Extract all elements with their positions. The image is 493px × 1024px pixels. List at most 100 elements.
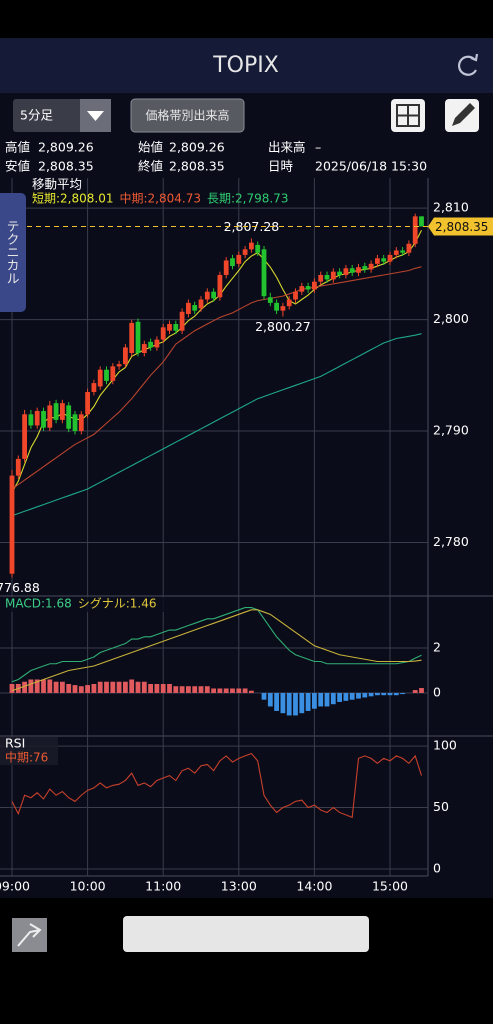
candle-body (97, 369, 103, 387)
y-tick-label: 2,790 (433, 423, 469, 438)
indicator-line (11, 607, 422, 683)
button-box (130, 98, 245, 133)
candle-body (167, 324, 172, 331)
candle-body (85, 392, 90, 415)
candle-body (148, 341, 153, 348)
candle-body (286, 299, 292, 307)
histogram-bar (211, 688, 216, 693)
histogram-bar (116, 681, 122, 693)
layout-button[interactable] (391, 99, 425, 132)
candle-body (362, 266, 368, 270)
candle-body (387, 254, 393, 262)
button-label: 価格帯別出来高 (145, 108, 229, 123)
candle-body (406, 243, 412, 253)
candle-body (349, 268, 355, 273)
chart-layer: 09:00 10:00 11:00 13:00 14:00 15:00 2,780 2,790… (0, 177, 493, 894)
candle-body (393, 250, 399, 255)
legend-entry: MACD:1.68 (5, 597, 72, 611)
candle-body (173, 324, 179, 331)
histogram-bar (123, 681, 128, 693)
info-grid: 高値 2,809.26 始値 2,809.26 出来高 – 安値 2,808.3… (5, 140, 427, 174)
candle-body (249, 242, 254, 250)
grid-icon (396, 104, 420, 127)
candle-body (53, 403, 59, 420)
histogram-bar (299, 692, 305, 714)
histogram-bar (343, 692, 349, 701)
histogram-bar (78, 686, 84, 693)
info-label: 終値 (138, 159, 163, 174)
y-tick-label: 2,800 (433, 311, 469, 326)
info-value: 2,808.35 (169, 159, 225, 174)
close-button[interactable]: 閉じる (123, 916, 369, 952)
back-button[interactable] (12, 918, 47, 952)
header-title: TOPIX (212, 53, 279, 78)
histogram-bar (236, 688, 242, 693)
histogram-bar (286, 692, 292, 716)
interval-dropdown[interactable]: 5分足 (13, 99, 111, 132)
draw-button[interactable] (445, 99, 479, 132)
volume-profile-button[interactable]: 価格帯別出来高 (130, 98, 245, 133)
candle-body (91, 383, 97, 393)
dropdown-arrow (87, 111, 104, 121)
histogram-bar (167, 683, 172, 693)
candle-body (104, 369, 109, 381)
tab-box (0, 193, 26, 312)
candle-body (236, 254, 242, 264)
candle-body (60, 403, 65, 420)
info-value: 2,809.26 (169, 140, 225, 155)
histogram-bar (129, 679, 135, 693)
candle-body (255, 244, 261, 253)
histogram-bar (9, 683, 15, 693)
candle-body (280, 306, 286, 311)
candle-body (41, 410, 46, 428)
icon-box (12, 918, 47, 952)
refresh-button[interactable] (457, 53, 479, 76)
tab-label: テクニカル (4, 220, 19, 285)
histogram-bar (141, 681, 147, 693)
legend-entry: 中期:2,804.73 (119, 191, 200, 206)
candle-body (330, 271, 336, 280)
y-tick-label: 2,780 (433, 534, 469, 549)
candle-body (299, 286, 305, 292)
histogram-bar (249, 690, 254, 693)
indicator-line (11, 609, 422, 692)
info-label: 安値 (5, 159, 30, 174)
y-tick-label: 50 (433, 799, 449, 814)
candle-body (217, 274, 223, 298)
price-annotation: 2,800.27 (255, 319, 311, 334)
histogram-bar (362, 692, 368, 698)
x-tick-label: 14:00 (296, 879, 332, 894)
price-annotation: 2,776.88 (0, 580, 40, 595)
chart-title: 移動平均 (32, 177, 82, 192)
candle-body (412, 216, 418, 244)
histogram-bar (198, 686, 204, 693)
histogram-bar (72, 685, 78, 693)
histogram-bar (356, 692, 361, 699)
candle-body (179, 311, 185, 331)
technical-tab[interactable]: テクニカル (0, 193, 26, 312)
candle-body (204, 291, 210, 300)
histogram-bar (179, 686, 185, 693)
candle-body (129, 322, 135, 354)
histogram-bar (393, 692, 399, 696)
pencil-icon (452, 103, 475, 126)
histogram-bar (148, 683, 153, 693)
candle-body (318, 274, 324, 282)
candle-body (135, 321, 141, 354)
histogram-bar (97, 681, 103, 693)
x-tick-label: 11:00 (145, 879, 181, 894)
icon-arrow (17, 923, 42, 947)
candle-body (324, 274, 330, 280)
candle-body (154, 339, 160, 348)
histogram-bar (419, 688, 424, 693)
histogram-bar (337, 692, 342, 702)
histogram-bar (66, 683, 72, 693)
histogram-bar (312, 692, 317, 709)
histogram-bar (261, 692, 267, 700)
moving-average-line (11, 333, 422, 517)
candle-body (375, 258, 380, 264)
y-tick-label: 0 (433, 860, 441, 875)
histogram-bar (186, 686, 191, 693)
x-tick-label: 13:00 (221, 879, 257, 894)
